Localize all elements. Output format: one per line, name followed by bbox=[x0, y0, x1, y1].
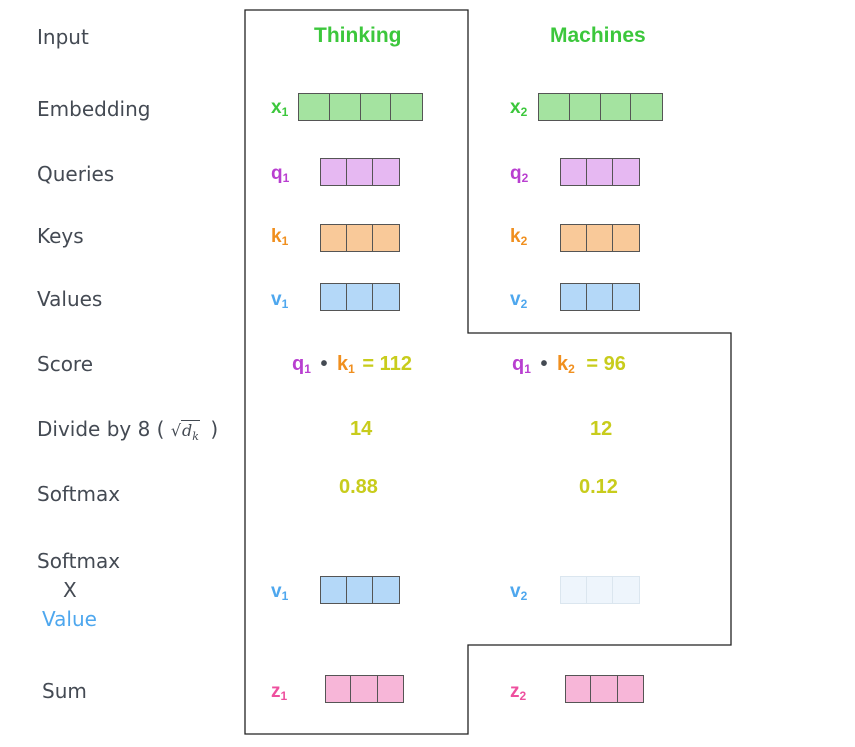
x2-label: x2 bbox=[510, 97, 528, 119]
value-vector-v2 bbox=[560, 283, 640, 311]
v2-label: v2 bbox=[510, 289, 528, 311]
weighted-v1-label: v1 bbox=[271, 581, 289, 603]
divide-prefix: Divide by 8 ( bbox=[37, 417, 165, 441]
key-vector-k1 bbox=[320, 224, 400, 252]
row-label-softmax: Softmax bbox=[37, 482, 121, 506]
score-dot: • bbox=[540, 353, 548, 375]
row-label-softmax-x-value-3: Value bbox=[42, 607, 97, 631]
k2-label: k2 bbox=[510, 226, 528, 248]
softmax-machines: 0.12 bbox=[579, 476, 618, 498]
score-equals: = bbox=[362, 353, 375, 375]
score-equals: = bbox=[586, 353, 599, 375]
row-label-keys: Keys bbox=[37, 224, 84, 248]
z2-label: z2 bbox=[510, 681, 527, 703]
score-value: 96 bbox=[603, 353, 626, 375]
sqrt-base: d bbox=[182, 421, 193, 440]
sum-vector-z1 bbox=[325, 675, 404, 703]
weighted-value-vector-v1 bbox=[320, 576, 400, 604]
sqrt-dk-formula: √dk bbox=[170, 420, 200, 444]
score-k-term: k1 bbox=[337, 353, 355, 376]
score-value: 112 bbox=[379, 353, 412, 375]
value-vector-v1 bbox=[320, 283, 400, 311]
row-label-input: Input bbox=[37, 25, 89, 49]
q1-label: q1 bbox=[271, 163, 290, 185]
query-vector-q1 bbox=[320, 158, 400, 186]
row-label-softmax-x-value-1: Softmax bbox=[37, 549, 121, 573]
row-label-divide: Divide by 8 ( √dk ) bbox=[37, 417, 218, 449]
z1-label: z1 bbox=[271, 681, 288, 703]
row-label-softmax-x-value-2: X bbox=[63, 578, 77, 602]
row-label-sum: Sum bbox=[42, 679, 87, 703]
query-vector-q2 bbox=[560, 158, 640, 186]
divided-score-machines: 12 bbox=[590, 418, 613, 440]
weighted-value-vector-v2 bbox=[560, 576, 640, 604]
k1-label: k1 bbox=[271, 226, 289, 248]
score-q-term: q1 bbox=[292, 353, 311, 376]
divided-score-thinking: 14 bbox=[350, 418, 373, 440]
key-vector-k2 bbox=[560, 224, 640, 252]
embedding-vector-x2 bbox=[538, 93, 663, 121]
score-q-term: q1 bbox=[512, 353, 531, 376]
softmax-thinking: 0.88 bbox=[339, 476, 378, 498]
row-label-values: Values bbox=[37, 287, 103, 311]
sqrt-sub: k bbox=[192, 430, 199, 444]
embedding-vector-x1 bbox=[298, 93, 423, 121]
score-k-term: k2 bbox=[557, 353, 575, 376]
score-dot: • bbox=[320, 353, 328, 375]
q2-label: q2 bbox=[510, 163, 529, 185]
sum-vector-z2 bbox=[565, 675, 644, 703]
row-label-embedding: Embedding bbox=[37, 97, 151, 121]
input-word-thinking: Thinking bbox=[314, 24, 402, 47]
score-thinking: q1 • k1 = 112 bbox=[292, 353, 412, 376]
v1-label: v1 bbox=[271, 289, 289, 311]
weighted-v2-label: v2 bbox=[510, 581, 528, 603]
divide-suffix: ) bbox=[210, 417, 219, 441]
score-machines: q1 • k2 = 96 bbox=[512, 353, 626, 376]
row-label-score: Score bbox=[37, 352, 94, 376]
x1-label: x1 bbox=[271, 97, 289, 119]
input-word-machines: Machines bbox=[550, 24, 646, 47]
row-label-queries: Queries bbox=[37, 162, 115, 186]
